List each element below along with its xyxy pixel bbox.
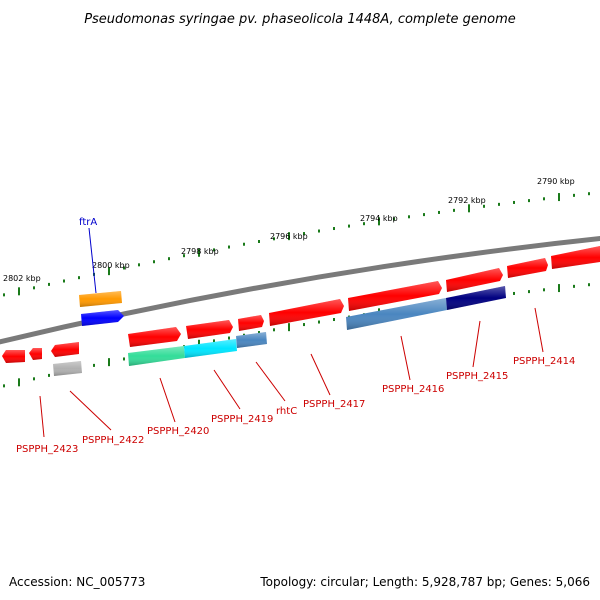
gene-psph2415-product[interactable]: [446, 286, 506, 310]
topology-summary: Topology: circular; Length: 5,928,787 bp…: [259, 575, 590, 589]
gene-psph2423b-arrow[interactable]: [29, 348, 42, 360]
gene-label-psph2423[interactable]: PSPPH_2423: [16, 444, 78, 455]
gene-psph2419-arrow[interactable]: [186, 320, 233, 339]
gene-rhtC-arrow[interactable]: [238, 315, 264, 331]
kbp-label-2796: 2796 kbp: [270, 232, 308, 241]
kbp-label-2790: 2790 kbp: [537, 177, 575, 186]
gene-label-psph2420[interactable]: PSPPH_2420: [147, 426, 209, 437]
gene-psph2423-arrow[interactable]: [2, 350, 25, 363]
gene-label-psph2419[interactable]: PSPPH_2419: [211, 414, 273, 425]
kbp-label-2798: 2798 kbp: [181, 247, 219, 256]
gene-psph2416-arrow[interactable]: [348, 281, 442, 311]
gene-psph2414-arrow[interactable]: [507, 258, 548, 278]
gene-psph2419-product[interactable]: [184, 339, 237, 358]
scale-ticks-upper: [3, 192, 590, 297]
gene-psph2413-arrow[interactable]: [551, 246, 600, 269]
label-leader-lines: [39, 307, 544, 438]
gene-psph2420-arrow[interactable]: [128, 327, 181, 347]
gene-ftrA-product[interactable]: [81, 310, 124, 326]
kbp-label-2792: 2792 kbp: [448, 196, 486, 205]
gene-psph2422-arrow[interactable]: [51, 342, 79, 357]
gene-label-psph2415[interactable]: PSPPH_2415: [446, 371, 508, 382]
gene-label-psph2416[interactable]: PSPPH_2416: [382, 384, 444, 395]
gene-label-ftrA[interactable]: ftrA: [79, 217, 97, 228]
accession-text: Accession: NC_005773: [9, 575, 145, 589]
map-title: Pseudomonas syringae pv. phaseolicola 14…: [84, 12, 516, 27]
genome-backbone: [0, 236, 600, 345]
gene-label-psph2422[interactable]: PSPPH_2422: [82, 435, 144, 446]
gene-psph2415-arrow[interactable]: [446, 268, 503, 292]
gene-ftrA[interactable]: [79, 291, 122, 307]
kbp-label-2802: 2802 kbp: [3, 274, 41, 283]
gene-psph2417-arrow[interactable]: [269, 299, 344, 326]
kbp-label-2794: 2794 kbp: [360, 214, 398, 223]
ftrA-leader-line: [88, 227, 97, 294]
gene-rhtC-product[interactable]: [236, 332, 267, 348]
gene-psph2420-product[interactable]: [128, 346, 185, 366]
gene-label-rhtC[interactable]: rhtC: [276, 406, 297, 417]
gene-label-psph2414[interactable]: PSPPH_2414: [513, 356, 575, 367]
gene-label-psph2417[interactable]: PSPPH_2417: [303, 399, 365, 410]
kbp-label-2800: 2800 kbp: [92, 261, 130, 270]
gene-psph2416-product[interactable]: [346, 298, 447, 330]
gene-psph2422-product[interactable]: [53, 361, 82, 376]
